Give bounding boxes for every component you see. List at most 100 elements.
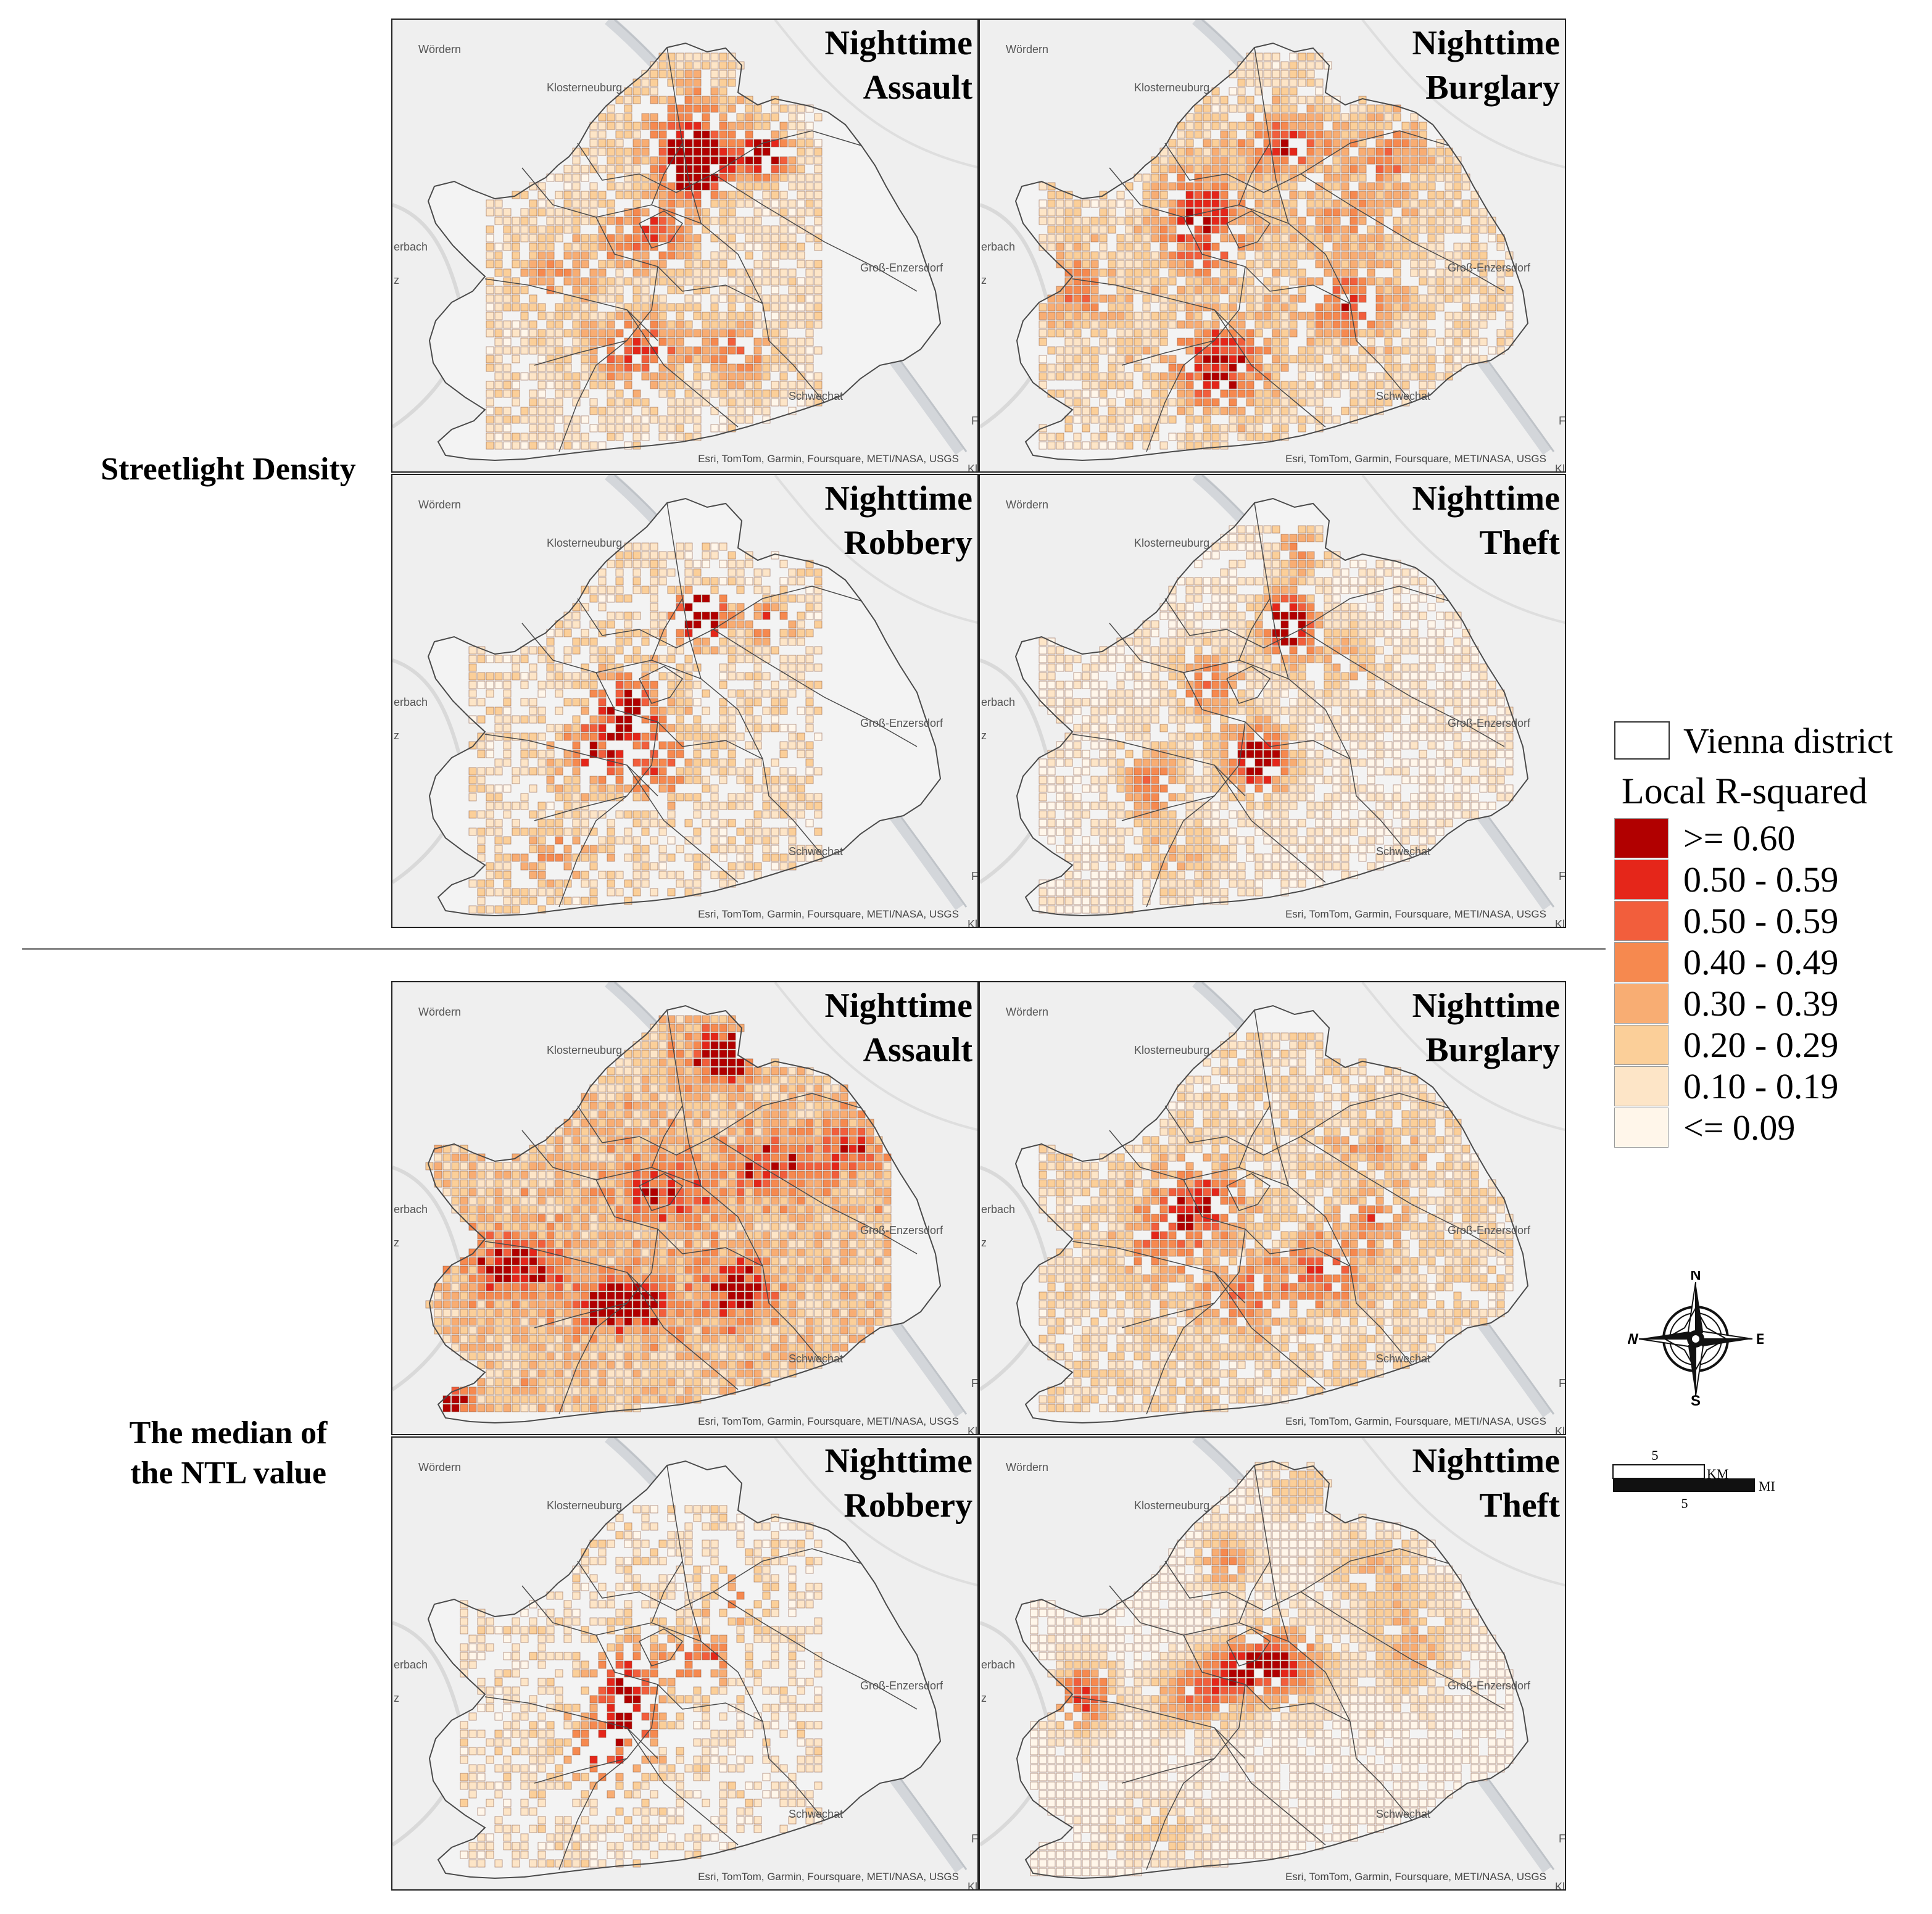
grid-cell [520,338,529,346]
grid-cell [1073,750,1082,758]
grid-cell [1177,758,1185,767]
grid-cell [1280,234,1289,242]
grid-cell [546,225,555,234]
grid-cell [1047,303,1056,312]
grid-cell [1090,389,1099,398]
grid-cell [1341,122,1349,130]
grid-cell [667,389,676,398]
grid-cell [555,724,563,732]
grid-cell [1496,732,1505,741]
grid-cell [676,286,684,294]
grid-cell [1177,130,1185,139]
grid-cell [1220,784,1229,793]
grid-cell [555,836,563,845]
grid-cell [1168,372,1177,381]
grid-cell [1211,277,1220,286]
basemap-road [1361,20,1565,169]
grid-cell [814,767,823,776]
grid-cell [1367,346,1375,355]
grid-cell [1324,234,1332,242]
grid-cell [1280,182,1289,191]
grid-cell [1496,277,1505,286]
grid-cell [693,329,702,338]
grid-cell [650,724,658,732]
grid-cell [615,577,624,586]
grid-cell [1237,793,1246,802]
grid-cell [1263,802,1272,810]
grid-cell [788,629,797,637]
grid-cell [563,191,572,199]
grid-cell [1125,217,1134,225]
grid-cell [1246,525,1254,534]
grid-cell [1237,217,1246,225]
grid-cell [1358,741,1367,750]
grid-cell [762,294,771,303]
grid-cell [1419,217,1427,225]
grid-cell [529,672,537,681]
grid-cell [1324,629,1332,637]
grid-cell [572,277,581,286]
grid-cell [1393,793,1401,802]
grid-cell [788,681,797,689]
grid-cell [1056,681,1064,689]
grid-cell [1298,560,1306,568]
grid-cell [1445,268,1453,277]
grid-cell [1203,147,1211,156]
grid-cell [788,732,797,741]
grid-cell [1410,320,1419,329]
grid-cell [1462,637,1470,646]
grid-cell [598,689,607,698]
grid-cell [788,234,797,242]
grid-cell [529,303,537,312]
grid-cell [1470,672,1479,681]
grid-cell [1375,398,1384,407]
grid-cell [1332,329,1341,338]
grid-cell [1306,398,1315,407]
grid-cell [1436,251,1445,260]
grid-cell [503,784,512,793]
grid-cell [1462,320,1470,329]
grid-cell [1358,165,1367,173]
grid-cell [1393,586,1401,594]
grid-cell [1272,191,1280,199]
grid-cell [1419,611,1427,620]
grid-cell [468,646,477,655]
grid-cell [788,242,797,251]
grid-cell [1246,312,1254,320]
grid-cell [1306,758,1315,767]
grid-cell [1445,294,1453,303]
grid-cell [1479,767,1488,776]
grid-cell [1047,681,1056,689]
grid-cell [1445,724,1453,732]
grid-cells [468,542,823,914]
grid-cell [607,655,615,663]
grid-cell [1056,646,1064,655]
grid-cell [1090,303,1099,312]
grid-cell [1315,620,1324,629]
grid-cell [1367,655,1375,663]
grid-cell [1108,251,1116,260]
grid-cell [1194,560,1203,568]
grid-cell [1332,672,1341,681]
grid-cell [1177,156,1185,165]
grid-cell [1393,182,1401,191]
grid-cell [512,655,520,663]
grid-cell [667,646,676,655]
grid-cell [710,551,719,560]
grid-cell [1246,802,1254,810]
grid-cell [1367,715,1375,724]
grid-cell [1332,389,1341,398]
grid-cell [1384,672,1393,681]
grid-cell [658,845,667,853]
grid-cell [753,242,762,251]
grid-cell [693,767,702,776]
grid-cell [615,286,624,294]
grid-cell [736,560,745,568]
vienna-outline [1014,42,1529,462]
grid-cell [486,251,494,260]
grid-cell [1064,424,1073,433]
grid-cell [1194,251,1203,260]
grid-cell [1401,681,1410,689]
grid-cell [650,776,658,784]
grid-cell [1272,784,1280,793]
